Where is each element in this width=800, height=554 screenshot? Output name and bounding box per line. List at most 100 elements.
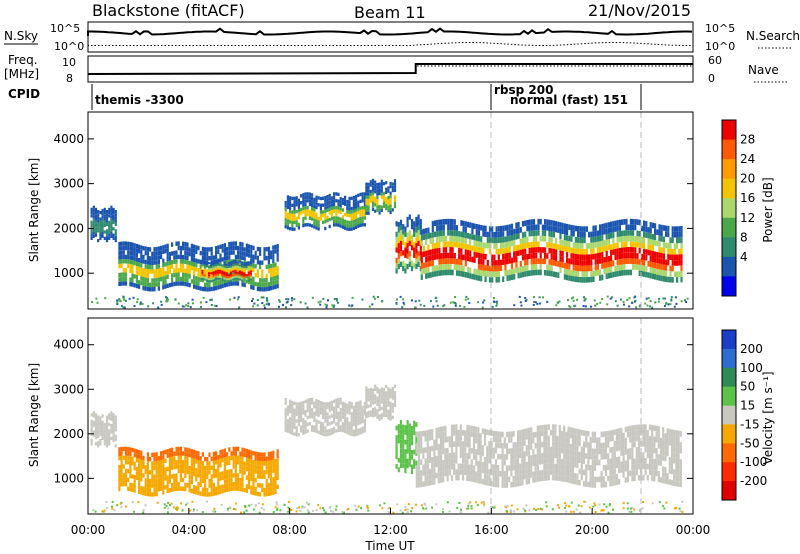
velocity-cell [90, 422, 93, 427]
velocity-cell [317, 399, 320, 404]
power-cell [532, 230, 536, 236]
velocity-cell [376, 415, 379, 419]
power-cell [438, 247, 441, 254]
velocity-cell [146, 478, 149, 484]
power-cell [219, 269, 222, 272]
power-cell [175, 254, 178, 260]
power-cell [649, 267, 652, 273]
velocity-cell [558, 469, 561, 476]
velocity-cell [361, 409, 364, 413]
power-cell [223, 279, 226, 282]
power-cell [142, 277, 145, 282]
power-cell [217, 249, 220, 255]
power-cell [581, 277, 584, 283]
velocity-cell [182, 486, 185, 491]
velocity-cell [604, 448, 608, 454]
velocity-cell [552, 429, 555, 436]
power-cell [361, 209, 364, 213]
power-cell [502, 276, 505, 282]
power-speckle [200, 301, 202, 304]
power-cell [261, 282, 264, 288]
power-cell [153, 282, 156, 287]
power-cell [208, 269, 211, 274]
power-cell [444, 264, 448, 270]
velocity-cell [385, 394, 388, 398]
power-cell [173, 272, 176, 278]
velocity-cell [545, 452, 548, 459]
power-cell [326, 208, 329, 213]
velocity-cell [133, 452, 136, 458]
velocity-cell [276, 453, 279, 459]
velocity-cell [615, 428, 619, 435]
power-cell [308, 192, 311, 196]
power-cell [579, 277, 582, 283]
power-speckle [685, 301, 688, 303]
power-speckle [669, 303, 672, 306]
power-cell [341, 208, 344, 212]
velocity-cell [333, 420, 336, 424]
velocity-cell [578, 440, 581, 447]
power-cell [114, 222, 117, 227]
power-cell [605, 228, 608, 234]
velocity-cell [168, 461, 171, 466]
velocity-cell [197, 486, 200, 491]
velocity-cell [124, 455, 128, 460]
velocity-cell [437, 472, 440, 478]
power-cell [350, 224, 353, 228]
power-cell [186, 273, 189, 278]
velocity-cell [635, 430, 638, 436]
velocity-cell [618, 456, 621, 462]
power-cell [568, 235, 571, 242]
velocity-cell [653, 475, 656, 482]
velocity-cell [402, 434, 405, 439]
velocity-cell [162, 472, 165, 477]
power-cell [504, 259, 507, 265]
power-cell [662, 236, 665, 243]
velocity-cell [679, 447, 682, 454]
velocity-cell [293, 401, 296, 406]
power-cell [297, 222, 300, 227]
velocity-cell [618, 445, 621, 451]
power-cell [517, 227, 520, 234]
velocity-cell [324, 402, 327, 406]
power-cell [289, 213, 292, 217]
velocity-cell [399, 419, 403, 425]
power-cell [393, 201, 397, 205]
power-cell [175, 272, 178, 277]
power-cell [92, 218, 95, 222]
velocity-cell [679, 470, 682, 476]
velocity-cell [291, 400, 294, 405]
power-cell [460, 231, 463, 238]
power-cell [252, 263, 255, 268]
power-cell [393, 195, 397, 199]
power-cell [557, 227, 560, 233]
power-cell [135, 252, 138, 258]
power-cell [495, 277, 498, 283]
power-cell [427, 255, 430, 262]
power-cell [532, 224, 536, 231]
velocity-cell [142, 464, 145, 469]
velocity-cell [256, 452, 259, 457]
power-cell [380, 208, 383, 212]
power-cell [466, 244, 470, 250]
velocity-cell [519, 441, 522, 447]
power-cell [124, 281, 128, 286]
power-cell [475, 274, 478, 281]
power-cell [330, 216, 333, 221]
velocity-cell [565, 431, 568, 438]
power-cell [286, 222, 289, 227]
velocity-cell [389, 388, 392, 392]
power-speckle [614, 300, 617, 303]
velocity-cell [193, 467, 196, 472]
power-cell [193, 244, 196, 249]
power-cell [168, 265, 171, 270]
power-cell [464, 260, 467, 267]
velocity-cell [341, 411, 344, 416]
velocity-cell [450, 441, 454, 448]
power-cell [444, 241, 448, 248]
power-cell [550, 237, 553, 243]
velocity-speckle [272, 510, 275, 513]
power-speckle [524, 297, 527, 299]
power-cell [92, 225, 95, 229]
power-cell [410, 266, 414, 272]
